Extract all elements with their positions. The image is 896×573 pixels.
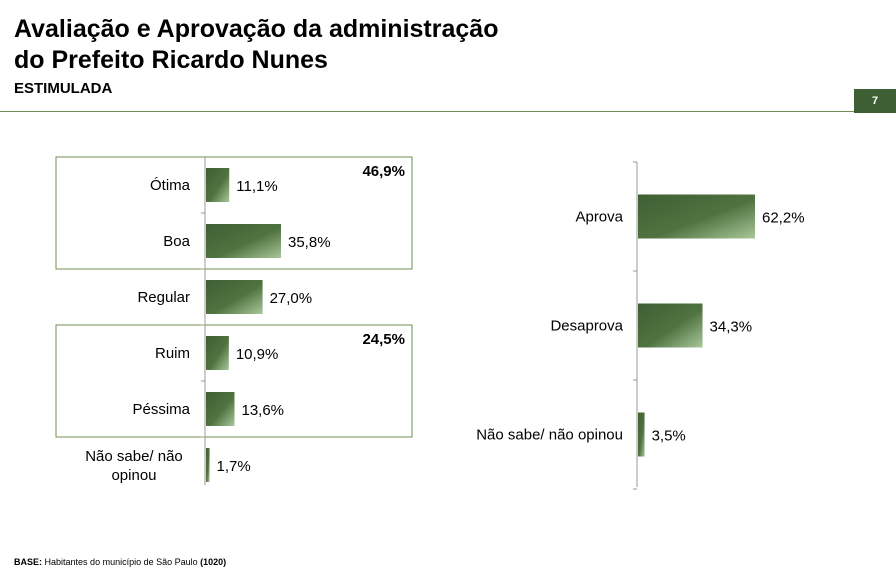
group-frame-2 [55,324,413,438]
bar-nao-sabe-nao-opinou [638,412,645,457]
value-label-desaprova: 34,3% [710,319,753,336]
footer-base-text: Habitantes do município de São Paulo [44,557,198,567]
category-label-line: opinou [111,467,156,484]
value-label-regular: 27,0% [270,290,313,307]
category-label-nao-sabe-nao-opinou: Não sabe/ não opinou [476,427,623,444]
category-label-pessima: Péssima [132,401,190,418]
bar-boa [206,224,281,258]
category-label-aprova: Aprova [575,209,623,226]
bar-desaprova [638,303,703,348]
category-label-boa: Boa [163,233,190,250]
category-label-desaprova: Desaprova [550,318,623,335]
value-label-aprova: 62,2% [762,210,805,227]
value-label-ruim: 10,9% [236,346,279,363]
value-label-nao-sabe-nao-opinou: 1,7% [217,458,251,475]
bar-regular [206,280,263,314]
bar-otima [206,168,230,202]
value-label-otima: 11,1% [236,178,277,195]
footer-base-label: BASE: [14,557,43,567]
header-divider [0,111,854,112]
bar-nao-sabe-nao-opinou [206,448,210,482]
page-subtitle: ESTIMULADA [14,80,113,97]
title-line-2: do Prefeito Ricardo Nunes [14,46,328,74]
value-label-nao-sabe-nao-opinou: 3,5% [652,428,686,445]
category-label-otima: Ótima [150,177,191,194]
group-total-label-2: 24,5% [362,331,405,348]
page-title: Avaliação e Aprovação da administração d… [14,14,614,76]
value-label-boa: 35,8% [288,234,331,251]
footer-base: BASE: Habitantes do município de São Pau… [14,557,226,567]
title-line-1: Avaliação e Aprovação da administração [14,15,499,43]
value-label-pessima: 13,6% [241,402,284,419]
bar-aprova [638,194,755,239]
category-label-nao-sabe-nao-opinou: Não sabe/ não opinou [85,448,183,484]
bar-ruim [206,336,229,370]
category-label-ruim: Ruim [155,345,190,362]
group-total-label-1: 46,9% [362,163,405,180]
bar-pessima [206,392,235,426]
group-frame-1 [55,156,413,270]
footer-base-n: (1020) [200,557,227,567]
category-label-line: Não sabe/ não [85,448,183,465]
page-number-badge: 7 [854,89,896,113]
category-label-regular: Regular [137,289,190,306]
